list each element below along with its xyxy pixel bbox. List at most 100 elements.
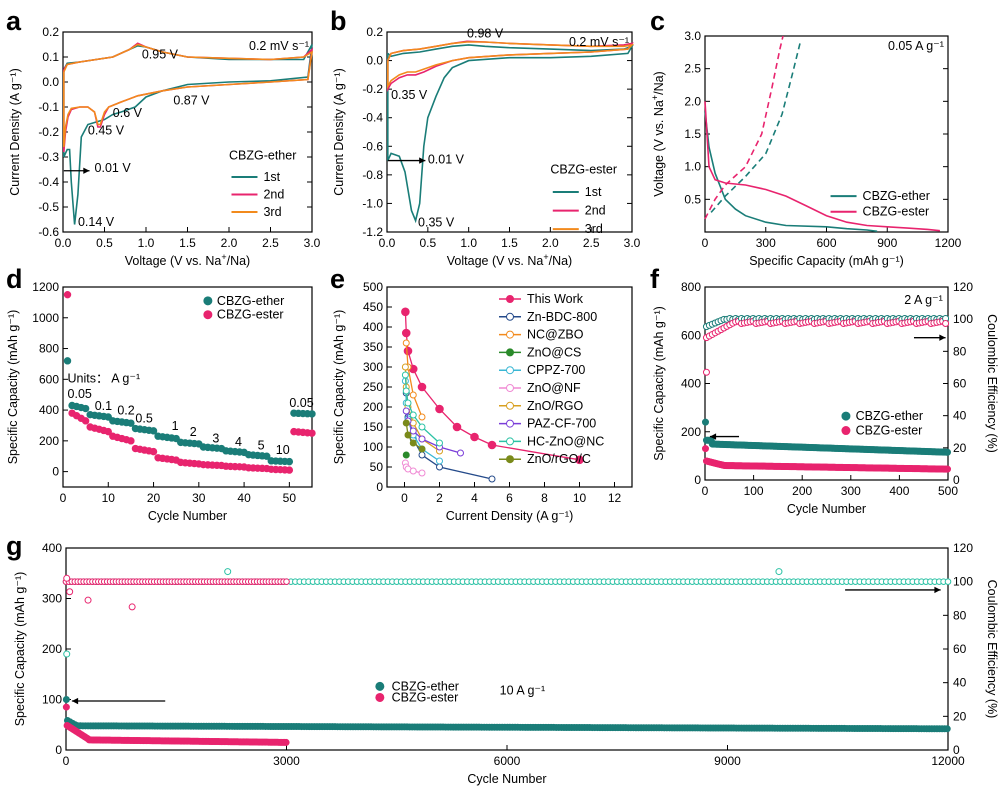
x-tick-label: 12 [608,491,622,505]
ether-capacity-point [943,725,951,733]
peak-annotation: 0.98 V [467,27,504,41]
y2-tick-label: 20 [953,709,967,723]
y-tick-label: -0.4 [362,111,383,125]
legend-label: CBZG-ester [863,205,930,219]
series-point [470,432,479,442]
y-tick-label: -1.0 [362,196,383,210]
y-tick-label: 0.5 [684,192,701,206]
legend-title: CBZG-ester [550,162,617,176]
scan-rate-label: 0.2 mV s⁻¹ [249,39,309,53]
y-tick-label: 450 [363,300,383,314]
current-label: 2 A g⁻¹ [904,293,943,307]
legend-label: PAZ-CF-700 [527,417,596,431]
series-point [436,439,443,447]
y-tick-label: -1.2 [362,225,383,239]
legend-label: Zn-BDC-800 [527,310,597,324]
y-tick-label: 1000 [32,311,59,325]
ester-capacity-point [62,703,70,711]
y-tick-label: -0.1 [38,100,59,114]
legend-marker [375,692,385,702]
legend-label: CBZG-ester [392,690,459,704]
x-tick-label: 0.5 [419,236,436,250]
peak-annotation: 0.14 V [78,215,115,229]
y-axis-label: Specific Capacity (mAh g⁻¹) [13,572,27,727]
series-point [402,339,410,347]
rate-label: 4 [235,435,242,449]
legend-label: CBZG-ether [217,294,284,308]
series-point [575,455,584,465]
y-tick-label: 0.0 [366,54,383,68]
y-tick-label: 400 [681,377,701,391]
y-tick-label: 0.0 [42,75,59,89]
y-tick-label: 400 [42,541,62,555]
rate-label: 3 [212,431,219,445]
legend-marker [841,426,851,436]
x-tick-label: 2 [436,491,443,505]
y-axis-label: Specific Capacity (mAh g⁻¹) [332,310,346,465]
y-tick-label: -0.2 [362,82,383,96]
y-tick-label: 2.5 [684,62,701,76]
plot-frame [62,286,313,488]
x-tick-label: 0 [702,236,709,250]
y2-tick-label: 0 [953,743,960,757]
x-axis-label: Cycle Number [148,509,227,523]
y2-tick-label: 100 [953,312,973,326]
y-tick-label: 1.5 [684,127,701,141]
y-tick-label: 800 [39,342,59,356]
series-point [418,423,426,431]
y-tick-label: -0.5 [38,200,59,214]
x-tick-label: 0.0 [55,236,72,250]
x-axis-label: Current Density (A g⁻¹) [446,509,573,523]
x-axis-label: Cycle Number [787,502,866,516]
ether-capacity-point [62,696,70,703]
ester-point [149,447,158,456]
ether-point [149,427,158,435]
legend-marker [506,384,514,392]
y-tick-label: 100 [363,440,383,454]
y-tick-label: 350 [363,340,383,354]
plot-frame [65,547,949,751]
ether-ce-point [224,568,232,576]
y-tick-label: 200 [681,425,701,439]
series-point [404,431,412,439]
series-point [409,427,417,435]
x-tick-label: 1.5 [501,236,518,250]
ester-ce-point [66,588,74,596]
series-point [401,328,411,338]
series-point [452,422,462,432]
x-tick-label: 1.5 [179,236,196,250]
series-point [435,404,444,414]
y-tick-label: 1200 [32,280,59,294]
legend-label: ZnO/rGO/C [527,452,591,466]
rate-label: 2 [190,425,197,439]
series-point [404,399,412,407]
peak-annotation: 0.35 V [391,88,428,102]
rate-label: 0.1 [95,399,112,413]
peak-annotation: 0.35 V [418,215,455,229]
y-tick-label: 150 [363,420,383,434]
x-tick-label: 10 [102,491,116,505]
series-point [488,475,496,483]
y-tick-label: 0.2 [366,25,383,39]
y-tick-label: 300 [42,592,62,606]
ester-capacity-point [701,445,709,453]
x-tick-label: 6 [506,491,513,505]
y-axis-label: Current Density (A g⁻¹) [8,68,22,195]
y2-tick-label: 0 [953,473,960,487]
ester-ce-point [128,603,136,611]
series-point [418,435,426,443]
x-tick-label: 2.0 [221,236,238,250]
peak-annotation: 0.95 V [142,47,179,61]
y-tick-label: 500 [363,280,383,294]
y2-tick-label: 60 [953,377,967,391]
x-axis-label: Cycle Number [467,772,546,786]
y2-tick-label: 80 [953,608,967,622]
x-tick-label: 8 [541,491,548,505]
series-point [417,382,427,392]
y-tick-label: -0.4 [38,175,59,189]
y-tick-label: -0.6 [38,225,59,239]
y2-tick-label: 80 [953,344,967,358]
ester-capacity-point [282,738,290,746]
gcd-curve [704,101,940,232]
legend-label: 1st [585,185,602,199]
